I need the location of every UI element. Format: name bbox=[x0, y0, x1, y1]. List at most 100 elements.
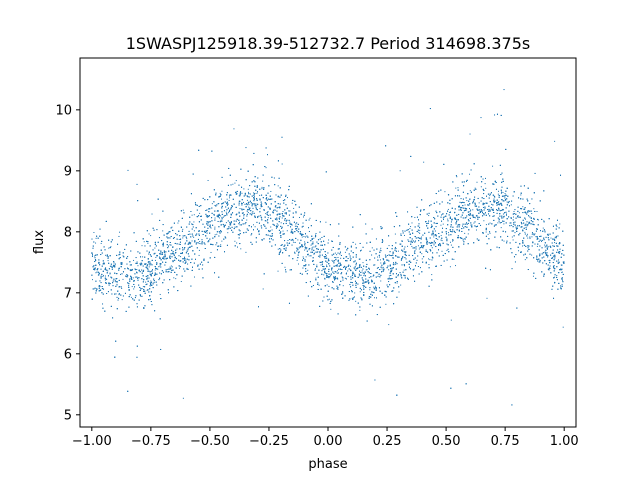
data-point bbox=[347, 270, 349, 272]
data-point bbox=[501, 222, 503, 223]
data-point bbox=[546, 234, 548, 236]
data-point bbox=[229, 221, 231, 223]
data-point bbox=[331, 259, 333, 261]
data-point bbox=[449, 241, 451, 243]
data-point bbox=[544, 246, 546, 248]
data-point bbox=[95, 242, 97, 244]
data-point bbox=[243, 201, 245, 203]
data-point bbox=[269, 199, 271, 201]
data-point bbox=[537, 259, 539, 261]
data-point bbox=[121, 299, 123, 301]
data-point bbox=[561, 272, 563, 274]
data-point bbox=[93, 232, 95, 234]
data-point bbox=[262, 288, 264, 290]
data-point bbox=[198, 243, 200, 245]
data-point bbox=[281, 226, 283, 228]
data-point bbox=[524, 231, 526, 233]
data-point bbox=[221, 198, 223, 200]
data-point bbox=[431, 224, 433, 226]
data-point bbox=[215, 205, 217, 207]
data-point bbox=[326, 264, 328, 266]
data-point bbox=[328, 298, 330, 300]
data-point bbox=[122, 278, 124, 280]
data-point bbox=[107, 270, 109, 272]
data-point bbox=[375, 285, 377, 287]
data-point bbox=[122, 255, 124, 257]
data-point bbox=[350, 265, 352, 267]
data-point bbox=[497, 222, 499, 224]
data-point bbox=[507, 202, 509, 204]
data-point bbox=[146, 289, 148, 291]
data-point bbox=[261, 188, 263, 190]
data-point bbox=[211, 203, 213, 205]
data-point bbox=[313, 237, 315, 239]
data-point bbox=[162, 230, 164, 232]
data-point bbox=[308, 255, 310, 257]
data-point bbox=[150, 235, 152, 237]
data-point bbox=[276, 223, 278, 225]
data-point bbox=[193, 221, 195, 223]
data-point bbox=[455, 217, 457, 219]
data-point bbox=[431, 274, 433, 276]
data-point bbox=[344, 277, 346, 279]
data-point bbox=[536, 245, 538, 247]
data-point bbox=[225, 211, 227, 213]
data-point bbox=[401, 257, 403, 259]
data-point bbox=[328, 239, 330, 241]
data-point bbox=[554, 140, 556, 142]
data-point bbox=[359, 309, 361, 311]
data-point bbox=[511, 236, 513, 238]
data-point bbox=[120, 263, 122, 265]
data-point bbox=[380, 274, 382, 276]
data-point bbox=[407, 245, 409, 247]
data-point bbox=[169, 258, 171, 260]
data-point bbox=[511, 224, 513, 226]
data-point bbox=[226, 198, 228, 200]
data-point bbox=[554, 276, 556, 278]
data-point bbox=[335, 257, 337, 259]
data-point bbox=[469, 211, 471, 213]
data-point bbox=[483, 220, 485, 222]
data-point bbox=[503, 223, 505, 225]
data-point bbox=[447, 232, 449, 234]
data-point bbox=[518, 212, 520, 214]
data-point bbox=[347, 275, 349, 277]
data-point bbox=[325, 221, 327, 223]
data-point bbox=[444, 191, 446, 193]
data-point bbox=[247, 212, 249, 214]
data-point bbox=[334, 276, 336, 278]
data-point bbox=[302, 233, 304, 235]
data-point bbox=[556, 274, 558, 276]
data-point bbox=[267, 217, 269, 219]
data-point bbox=[246, 199, 248, 201]
data-point bbox=[136, 269, 138, 270]
data-point bbox=[489, 195, 491, 197]
data-point bbox=[542, 227, 544, 229]
data-point bbox=[221, 190, 223, 192]
data-point bbox=[485, 224, 487, 226]
data-point bbox=[304, 247, 306, 249]
data-point bbox=[304, 241, 306, 243]
data-point bbox=[291, 202, 293, 204]
data-point bbox=[380, 280, 382, 282]
data-point bbox=[500, 192, 502, 194]
data-point bbox=[350, 246, 352, 248]
data-point bbox=[474, 205, 476, 207]
data-point bbox=[396, 282, 398, 284]
data-point bbox=[377, 256, 379, 258]
data-point bbox=[433, 234, 435, 236]
data-point bbox=[450, 244, 452, 246]
data-point bbox=[229, 197, 231, 199]
data-point bbox=[134, 268, 136, 270]
data-point bbox=[388, 269, 390, 271]
data-point bbox=[504, 193, 506, 195]
data-point bbox=[225, 222, 227, 224]
data-point bbox=[130, 296, 132, 298]
data-point bbox=[240, 248, 242, 250]
data-point bbox=[472, 214, 474, 216]
data-point bbox=[178, 267, 180, 269]
data-point bbox=[304, 249, 306, 251]
data-point bbox=[182, 209, 184, 211]
data-point bbox=[107, 260, 109, 262]
